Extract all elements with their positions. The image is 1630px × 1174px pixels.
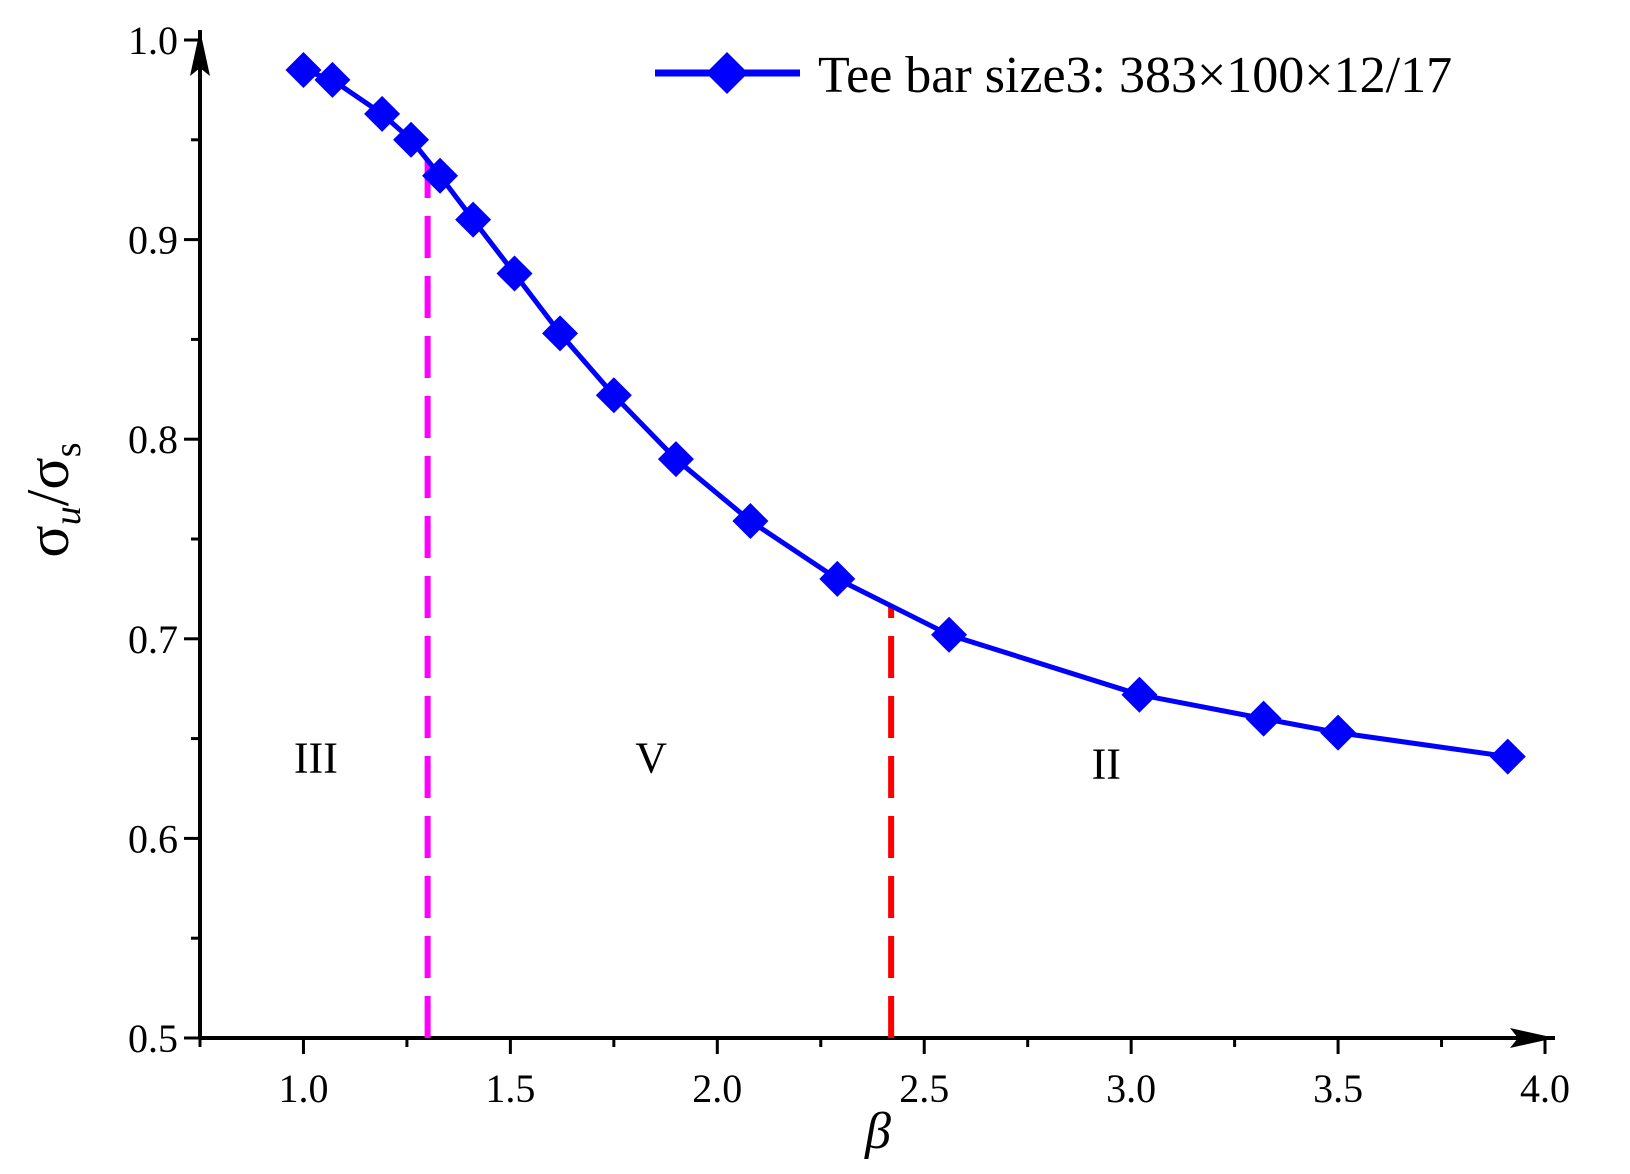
data-point	[819, 560, 856, 597]
data-point	[595, 377, 632, 414]
data-point	[1489, 738, 1526, 775]
y-axis-title-sub-s: s	[47, 442, 89, 457]
y-tick-label: 0.6	[128, 816, 178, 861]
svg-text:σu/σs: σu/σs	[15, 442, 89, 557]
data-point	[364, 95, 401, 132]
axes: 1.0 1.5 2.0 2.5 3.0 3.5 4.0 0.5 0.6 0.7 0.8 0.9 1.0	[128, 18, 1570, 1111]
y-axis-title-sigma-2: σ	[15, 457, 81, 489]
data-point	[422, 157, 459, 194]
data-point	[931, 616, 968, 653]
region-label-iii: III	[294, 734, 338, 783]
data-point	[496, 255, 533, 292]
y-axis-title-sub-u: u	[47, 506, 89, 525]
x-tick-label: 1.5	[485, 1066, 535, 1111]
y-tick-label: 0.7	[128, 617, 178, 662]
reference-lines	[424, 159, 895, 1038]
y-tick-label: 1.0	[128, 18, 178, 63]
series-layer	[285, 51, 1526, 775]
data-point	[732, 503, 769, 540]
legend-label: Tee bar size3: 383×100×12/17	[818, 47, 1452, 104]
legend: Tee bar size3: 383×100×12/17	[655, 47, 1452, 104]
y-tick-label: 0.8	[128, 417, 178, 462]
y-tick-label: 0.9	[128, 218, 178, 263]
region-label-v: V	[635, 734, 667, 783]
data-point	[1121, 676, 1158, 713]
y-axis-title: σu/σs	[15, 442, 89, 557]
series-line	[302, 67, 1509, 760]
region-labels: III V II	[294, 734, 1121, 789]
y-axis-arrow	[190, 30, 210, 76]
y-axis-title-slash: /	[15, 489, 81, 506]
x-tick-label: 2.5	[899, 1066, 949, 1111]
x-tick-label: 4.0	[1520, 1066, 1570, 1111]
x-tick-label: 2.0	[692, 1066, 742, 1111]
x-tick-label: 3.0	[1106, 1066, 1156, 1111]
legend-marker	[706, 52, 748, 94]
y-tick-label: 0.5	[128, 1016, 178, 1061]
x-tick-label: 3.5	[1313, 1066, 1363, 1111]
x-tick-label: 1.0	[278, 1066, 328, 1111]
data-point	[393, 121, 430, 158]
data-point	[657, 441, 694, 478]
x-axis-arrow	[1510, 1028, 1555, 1048]
y-axis-title-sigma: σ	[15, 525, 81, 557]
data-point	[314, 61, 351, 98]
region-label-ii: II	[1092, 740, 1121, 789]
data-point	[542, 315, 579, 352]
x-axis-title: β	[864, 1103, 891, 1160]
data-point	[1320, 714, 1357, 751]
data-point	[1245, 700, 1282, 737]
data-point	[285, 51, 322, 88]
data-point	[455, 201, 492, 238]
